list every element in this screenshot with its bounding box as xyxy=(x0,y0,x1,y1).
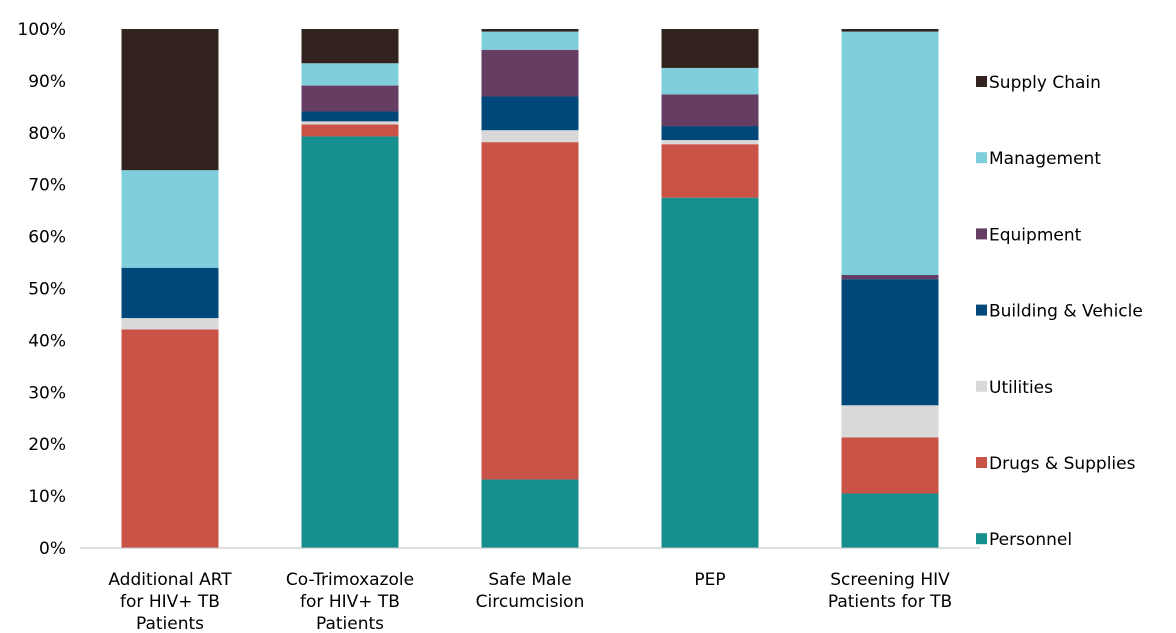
legend: Supply Chain Management Equipment Building … xyxy=(976,73,1143,550)
bar-segment xyxy=(481,96,579,131)
bar-segment xyxy=(301,136,399,549)
y-axis: 0% 10% 20% 30% 40% 50% 60% 70% 80% 90% 100% xyxy=(17,20,66,559)
bar-segment xyxy=(661,126,759,141)
y-tick-label: 80% xyxy=(28,124,66,144)
bar-segment xyxy=(481,29,579,32)
bar-segment xyxy=(301,29,399,64)
y-tick-label: 0% xyxy=(39,539,66,559)
bar-segment xyxy=(121,318,219,330)
legend-swatch xyxy=(976,533,987,545)
bar-segment xyxy=(481,479,579,548)
x-category-label: PEP xyxy=(694,570,725,590)
bar-segment xyxy=(121,29,219,171)
y-tick-label: 10% xyxy=(28,487,66,507)
bar-segment xyxy=(481,142,579,480)
bar-segment xyxy=(661,197,759,549)
bar-segment xyxy=(481,31,579,50)
legend-label: Management xyxy=(989,149,1101,169)
bar-segment xyxy=(661,29,759,68)
bar-segment xyxy=(841,29,939,32)
bar-segment xyxy=(121,170,219,268)
bar-segment xyxy=(481,130,579,143)
bar-segment xyxy=(841,279,939,406)
bar-segment xyxy=(841,31,939,276)
legend-swatch xyxy=(976,152,987,164)
legend-label: Utilities xyxy=(989,378,1053,398)
legend-label: Equipment xyxy=(989,225,1082,245)
x-category-label: Co-Trimoxazole for HIV+ TB Patients xyxy=(286,570,414,633)
bar-segment xyxy=(301,124,399,137)
bar-segment xyxy=(661,140,759,145)
y-tick-label: 30% xyxy=(28,383,66,403)
bar-segment xyxy=(661,144,759,198)
x-category-label: Additional ART for HIV+ TB Patients xyxy=(108,570,232,633)
legend-swatch xyxy=(976,457,987,468)
y-tick-label: 20% xyxy=(28,435,66,455)
legend-swatch xyxy=(976,380,987,392)
x-category-label: Screening HIV Patients for TB xyxy=(828,570,952,612)
y-tick-label: 70% xyxy=(28,176,66,196)
x-axis-labels: Additional ART for HIV+ TB Patients Co-Trim… xyxy=(108,570,952,633)
bar-segment xyxy=(121,267,219,319)
legend-label: Building & Vehicle xyxy=(989,302,1143,322)
bars xyxy=(121,29,939,549)
bar-segment xyxy=(841,275,939,280)
bar-segment xyxy=(841,437,939,494)
y-tick-label: 90% xyxy=(28,72,66,92)
bar-segment xyxy=(121,329,219,548)
bar-segment xyxy=(661,94,759,127)
bar-segment xyxy=(661,67,759,95)
bar-segment xyxy=(301,111,399,122)
bar-segment xyxy=(841,405,939,438)
x-category-label: Safe Male Circumcision xyxy=(476,570,585,612)
bar-segment xyxy=(301,63,399,86)
y-tick-label: 60% xyxy=(28,228,66,248)
legend-swatch xyxy=(976,228,987,240)
legend-label: Drugs & Supplies xyxy=(989,454,1136,474)
y-tick-label: 50% xyxy=(28,280,66,300)
bar-segment xyxy=(301,121,399,125)
legend-label: Supply Chain xyxy=(989,73,1101,93)
bar-segment xyxy=(301,85,399,112)
legend-label: Personnel xyxy=(989,530,1072,550)
y-tick-label: 40% xyxy=(28,331,66,351)
bar-segment xyxy=(841,493,939,548)
legend-swatch xyxy=(976,76,987,87)
y-tick-label: 100% xyxy=(17,20,66,40)
bar-segment xyxy=(481,49,579,97)
legend-swatch xyxy=(976,304,987,316)
